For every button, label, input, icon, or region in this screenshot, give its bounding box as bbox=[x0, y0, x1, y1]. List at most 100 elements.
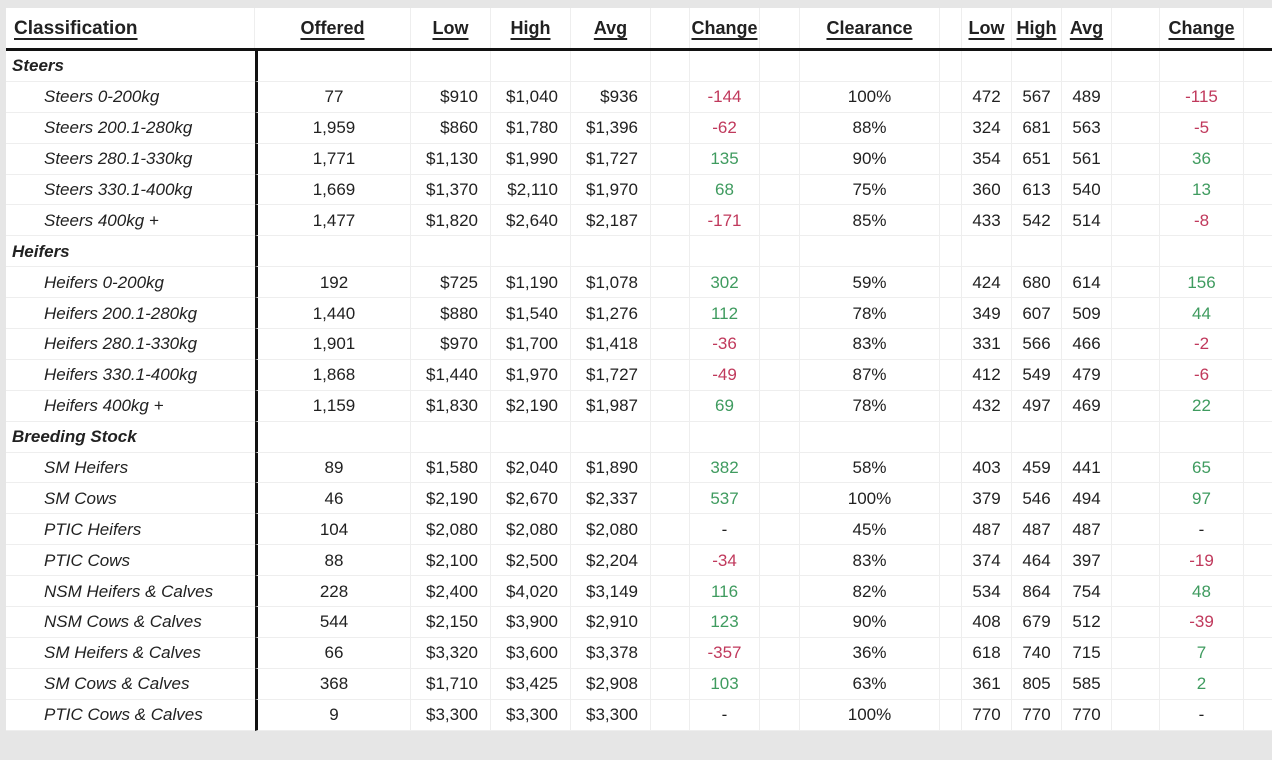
cell-cents-avg: 561 bbox=[1062, 143, 1112, 175]
cell-clearance: 75% bbox=[800, 174, 940, 206]
cell-classification: Steers 200.1-280kg bbox=[6, 113, 255, 144]
cell-dollar-change: 537 bbox=[690, 483, 760, 515]
cell-dollar-change: 382 bbox=[690, 452, 760, 484]
cell-cents-change: 65 bbox=[1160, 452, 1244, 484]
cell-cents-high: 681 bbox=[1012, 112, 1062, 144]
cell-cents-high: 805 bbox=[1012, 668, 1062, 700]
cell-offered: 1,959 bbox=[255, 112, 411, 144]
cell-clearance: 82% bbox=[800, 576, 940, 608]
cell-clearance: 36% bbox=[800, 637, 940, 669]
cell-dollar-change: -62 bbox=[690, 112, 760, 144]
cell-cents-low: 379 bbox=[962, 483, 1012, 515]
column-header-cents-low: Low bbox=[962, 8, 1012, 48]
cell-classification: SM Heifers bbox=[6, 453, 255, 484]
cell-cents-high: 770 bbox=[1012, 699, 1062, 731]
cell-classification: PTIC Cows & Calves bbox=[6, 700, 255, 731]
market-report-table: Classification Offered Low High Avg Chan… bbox=[6, 8, 1272, 731]
header-spacer bbox=[940, 8, 962, 48]
cell-dollar-low: $1,820 bbox=[411, 205, 491, 237]
cell-cents-high: 613 bbox=[1012, 174, 1062, 206]
cell-cents-high: 679 bbox=[1012, 607, 1062, 638]
cell-cents-low: 374 bbox=[962, 545, 1012, 577]
cell-classification: Steers 400kg + bbox=[6, 205, 255, 237]
table-row: SM Cows & Calves 368 $1,710 $3,425 $2,90… bbox=[6, 668, 1272, 700]
cell-cents-change: 2 bbox=[1160, 668, 1244, 700]
cell-classification: Steers 280.1-330kg bbox=[6, 144, 255, 175]
cell-cents-high: 864 bbox=[1012, 576, 1062, 608]
cell-cents-avg: 540 bbox=[1062, 174, 1112, 206]
cell-dollar-avg: $1,396 bbox=[571, 112, 651, 144]
cell-cents-avg: 514 bbox=[1062, 205, 1112, 237]
section-row: Steers bbox=[6, 51, 1272, 82]
column-header-dollar-low: Low bbox=[411, 8, 491, 48]
cell-cents-low: 403 bbox=[962, 452, 1012, 484]
section-label: Heifers bbox=[6, 236, 255, 268]
section-label: Breeding Stock bbox=[6, 422, 255, 453]
cell-classification: Steers 330.1-400kg bbox=[6, 175, 255, 206]
cell-offered: 89 bbox=[255, 452, 411, 484]
cell-dollar-low: $880 bbox=[411, 298, 491, 330]
cell-cents-change: -6 bbox=[1160, 359, 1244, 391]
cell-cents-change: 44 bbox=[1160, 298, 1244, 330]
cell-dollar-high: $1,990 bbox=[491, 143, 571, 175]
cell-dollar-avg: $2,910 bbox=[571, 607, 651, 638]
cell-dollar-avg: $1,276 bbox=[571, 298, 651, 330]
cell-dollar-avg: $2,080 bbox=[571, 514, 651, 546]
cell-offered: 1,868 bbox=[255, 359, 411, 391]
table-row: PTIC Cows 88 $2,100 $2,500 $2,204 -34 83… bbox=[6, 545, 1272, 577]
cell-dollar-avg: $2,187 bbox=[571, 205, 651, 237]
cell-classification: PTIC Heifers bbox=[6, 514, 255, 546]
cell-cents-avg: 397 bbox=[1062, 545, 1112, 577]
cell-dollar-high: $2,080 bbox=[491, 514, 571, 546]
cell-cents-avg: 614 bbox=[1062, 267, 1112, 299]
column-header-cents-high: High bbox=[1012, 8, 1062, 48]
cell-dollar-low: $1,130 bbox=[411, 143, 491, 175]
column-header-classification: Classification bbox=[6, 8, 255, 48]
cell-offered: 1,477 bbox=[255, 205, 411, 237]
cell-dollar-change: 103 bbox=[690, 668, 760, 700]
cell-dollar-avg: $1,970 bbox=[571, 174, 651, 206]
cell-cents-avg: 585 bbox=[1062, 668, 1112, 700]
cell-dollar-change: - bbox=[690, 699, 760, 731]
cell-dollar-low: $2,150 bbox=[411, 607, 491, 638]
cell-dollar-change: 123 bbox=[690, 607, 760, 638]
column-header-clearance: Clearance bbox=[800, 8, 940, 48]
cell-cents-avg: 754 bbox=[1062, 576, 1112, 608]
cell-offered: 192 bbox=[255, 267, 411, 299]
cell-cents-change: -39 bbox=[1160, 607, 1244, 638]
cell-dollar-avg: $936 bbox=[571, 81, 651, 113]
cell-dollar-avg: $2,908 bbox=[571, 668, 651, 700]
cell-offered: 544 bbox=[255, 607, 411, 638]
cell-offered: 1,901 bbox=[255, 329, 411, 360]
cell-dollar-change: - bbox=[690, 514, 760, 546]
cell-cents-high: 542 bbox=[1012, 205, 1062, 237]
table-row: Steers 330.1-400kg 1,669 $1,370 $2,110 $… bbox=[6, 174, 1272, 206]
table-row: PTIC Heifers 104 $2,080 $2,080 $2,080 - … bbox=[6, 514, 1272, 546]
cell-cents-avg: 715 bbox=[1062, 637, 1112, 669]
cell-dollar-avg: $3,300 bbox=[571, 699, 651, 731]
cell-cents-low: 361 bbox=[962, 668, 1012, 700]
cell-classification: Heifers 0-200kg bbox=[6, 267, 255, 299]
table-row: Heifers 200.1-280kg 1,440 $880 $1,540 $1… bbox=[6, 298, 1272, 330]
cell-dollar-low: $1,710 bbox=[411, 668, 491, 700]
cell-cents-change: 48 bbox=[1160, 576, 1244, 608]
cell-cents-low: 349 bbox=[962, 298, 1012, 330]
cell-offered: 46 bbox=[255, 483, 411, 515]
cell-cents-low: 324 bbox=[962, 112, 1012, 144]
cell-dollar-high: $1,970 bbox=[491, 359, 571, 391]
cell-dollar-change: 135 bbox=[690, 143, 760, 175]
cell-cents-change: -19 bbox=[1160, 545, 1244, 577]
cell-cents-change: 7 bbox=[1160, 637, 1244, 669]
column-header-cents-change: Change bbox=[1160, 8, 1244, 48]
cell-dollar-change: -49 bbox=[690, 359, 760, 391]
table-body: Steers Steers 0-200kg 77 $910 $1,040 $93… bbox=[6, 51, 1272, 731]
cell-cents-avg: 441 bbox=[1062, 452, 1112, 484]
cell-cents-avg: 494 bbox=[1062, 483, 1112, 515]
table-row: Heifers 0-200kg 192 $725 $1,190 $1,078 3… bbox=[6, 267, 1272, 299]
cell-clearance: 45% bbox=[800, 514, 940, 546]
cell-dollar-avg: $3,378 bbox=[571, 637, 651, 669]
cell-offered: 1,440 bbox=[255, 298, 411, 330]
cell-cents-low: 432 bbox=[962, 390, 1012, 422]
cell-dollar-high: $1,190 bbox=[491, 267, 571, 299]
